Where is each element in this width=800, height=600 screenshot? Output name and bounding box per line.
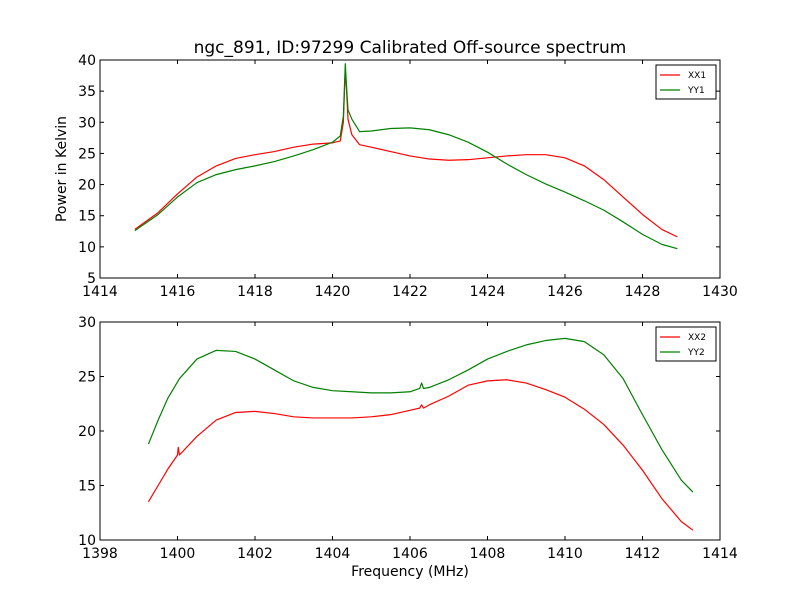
x-tick-label: 1402 xyxy=(237,546,273,562)
legend-label-yy2: YY2 xyxy=(687,348,705,358)
x-axis-label: Frequency (MHz) xyxy=(351,564,469,580)
x-tick-label: 1400 xyxy=(160,546,196,562)
series-line-xx1 xyxy=(134,68,678,238)
y-tick-label: 15 xyxy=(78,209,96,225)
x-tick-label: 1414 xyxy=(702,546,738,562)
y-tick-label: 10 xyxy=(78,533,96,549)
x-tick-label: 1398 xyxy=(82,546,118,562)
x-tick-label: 1406 xyxy=(392,546,428,562)
chart-panel-1: 1414 1416 1418 1420 1422 1424 1426 1428 1430 5 10 1… xyxy=(54,53,738,300)
legend-box xyxy=(655,326,717,362)
y-tick-label: 5 xyxy=(87,271,96,287)
x-tick-label: 1424 xyxy=(470,284,506,300)
y-tick-label: 20 xyxy=(78,178,96,194)
x-tick-label: 1414 xyxy=(82,284,118,300)
legend: XX2 YY2 xyxy=(655,326,717,362)
x-tick-label: 1412 xyxy=(625,546,661,562)
x-tick-label: 1416 xyxy=(160,284,196,300)
x-tick-label: 1420 xyxy=(315,284,351,300)
x-tick-label: 1422 xyxy=(392,284,428,300)
y-tick-label: 20 xyxy=(78,424,96,440)
y-tick-label: 25 xyxy=(78,146,96,162)
x-tick-label: 1408 xyxy=(470,546,506,562)
series-line-yy2 xyxy=(147,337,694,493)
y-tick-label: 40 xyxy=(78,53,96,69)
y-tick-label: 15 xyxy=(78,479,96,495)
x-tick-label: 1426 xyxy=(547,284,583,300)
x-tick-label: 1404 xyxy=(315,546,351,562)
legend-label-yy1: YY1 xyxy=(687,86,705,96)
y-axis-label: Power in Kelvin xyxy=(54,116,70,222)
y-tick-label: 25 xyxy=(78,370,96,386)
x-tick-label: 1410 xyxy=(547,546,583,562)
x-tick-label: 1430 xyxy=(702,284,738,300)
y-tick-label: 30 xyxy=(78,115,96,131)
legend-box xyxy=(655,64,717,100)
chart-panel-2: 1398 1400 1402 1404 1406 1408 1410 1412 1414 10 15… xyxy=(78,315,738,580)
chart-title: ngc_891, ID:97299 Calibrated Off-source … xyxy=(194,38,627,58)
legend-label-xx2: XX2 xyxy=(688,333,706,343)
y-tick-label: 10 xyxy=(78,240,96,256)
x-tick-label: 1418 xyxy=(237,284,273,300)
series-line-xx2 xyxy=(147,379,694,531)
plot-area-frame xyxy=(99,59,721,279)
x-tick-label: 1428 xyxy=(625,284,661,300)
legend: XX1 YY1 xyxy=(655,64,717,100)
y-tick-label: 35 xyxy=(78,84,96,100)
series-line-yy1 xyxy=(134,63,678,250)
y-tick-label: 30 xyxy=(78,315,96,331)
legend-label-xx1: XX1 xyxy=(688,71,706,81)
plot-area-frame xyxy=(99,321,721,541)
